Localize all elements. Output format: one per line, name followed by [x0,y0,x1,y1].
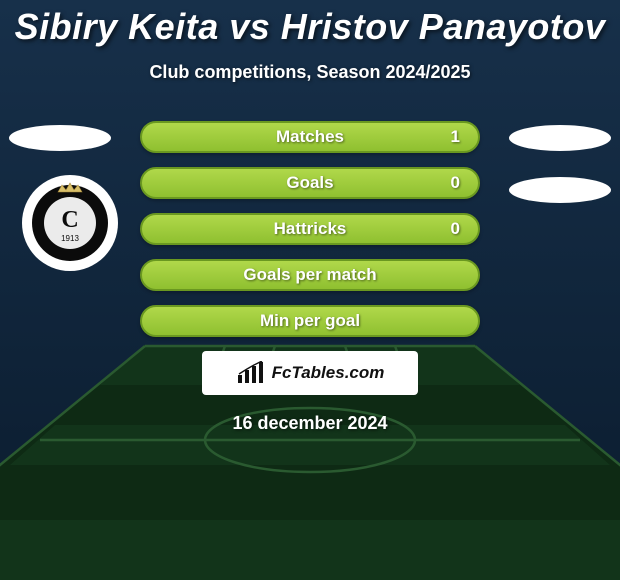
stats-container: Matches1Goals0Hattricks0Goals per matchM… [0,121,620,337]
stat-value-right: 0 [451,215,460,243]
stat-label: Matches [142,123,478,151]
stat-row: Goals per match [140,259,480,291]
page-title: Sibiry Keita vs Hristov Panayotov [0,0,620,48]
subtitle: Club competitions, Season 2024/2025 [0,62,620,83]
stat-label: Goals per match [142,261,478,289]
stat-value-right: 0 [451,169,460,197]
stat-value-right: 1 [451,123,460,151]
stat-label: Hattricks [142,215,478,243]
site-logo: FcTables.com [202,351,418,395]
bars-icon [236,361,268,385]
stat-row: Hattricks0 [140,213,480,245]
stat-row: Goals0 [140,167,480,199]
stat-row: Min per goal [140,305,480,337]
stat-label: Goals [142,169,478,197]
stat-label: Min per goal [142,307,478,335]
stat-row: Matches1 [140,121,480,153]
site-logo-text: FcTables.com [272,363,385,383]
date-label: 16 december 2024 [0,413,620,434]
